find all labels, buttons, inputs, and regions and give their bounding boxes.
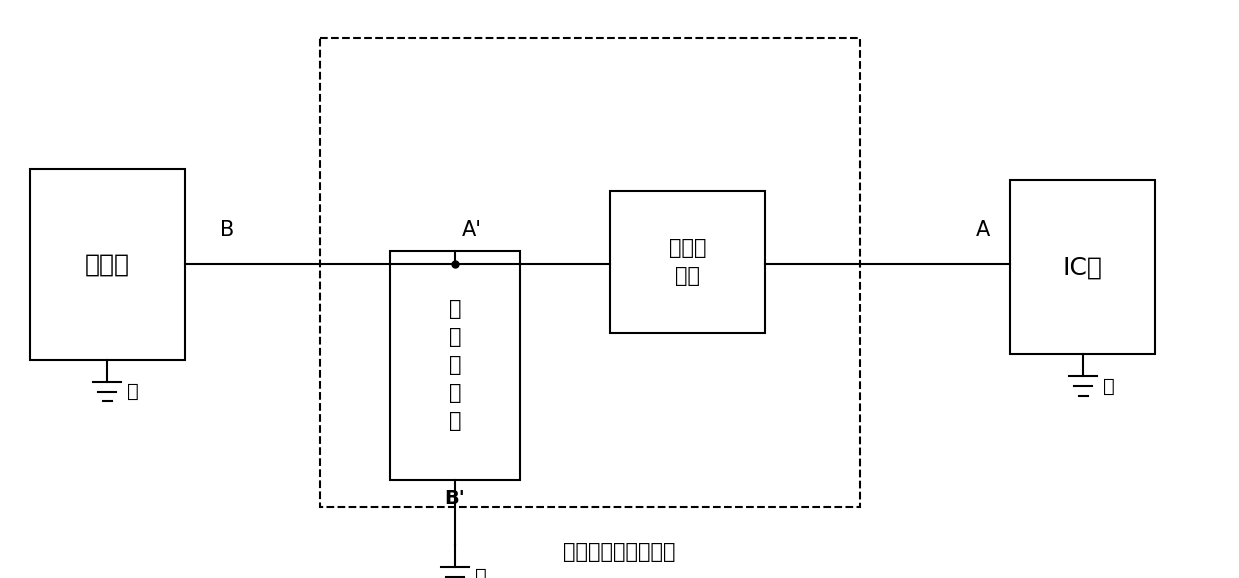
Bar — [320, 38, 860, 507]
Text: B: B — [221, 220, 234, 240]
Text: 高阻抗
网络: 高阻抗 网络 — [669, 238, 706, 286]
Text: 地: 地 — [475, 568, 487, 578]
Text: 电源端: 电源端 — [85, 253, 130, 276]
Text: B': B' — [445, 488, 466, 507]
Text: 厘米波微带去耦网络: 厘米波微带去耦网络 — [564, 542, 675, 562]
Bar — [610, 191, 764, 332]
Bar — [390, 251, 520, 480]
Bar — [1010, 180, 1155, 354]
Text: 低
阻
抗
网
络: 低 阻 抗 网 络 — [449, 299, 461, 431]
Text: A': A' — [462, 220, 482, 240]
Text: 地: 地 — [128, 382, 139, 401]
Bar — [30, 169, 185, 360]
Text: IC端: IC端 — [1063, 255, 1103, 279]
Text: A: A — [976, 220, 990, 240]
Text: 地: 地 — [1103, 376, 1115, 395]
